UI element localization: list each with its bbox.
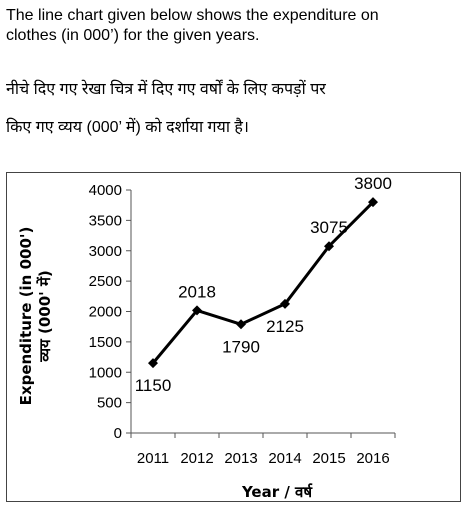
data-point-marker — [368, 197, 378, 208]
y-axis-title-line1: Expenditure (in 000') — [17, 227, 35, 406]
x-tick-label: 2016 — [356, 450, 389, 467]
data-point-marker — [280, 298, 290, 309]
data-label: 2125 — [266, 317, 304, 336]
question-text-english-line2: clothes (in 000’) for the given years. — [6, 27, 260, 44]
data-point-marker — [148, 358, 158, 369]
line-chart: Expenditure (in 000') व्यय (000' में) Ye… — [17, 174, 396, 501]
y-tick-label: 4000 — [89, 182, 122, 199]
y-tick-label: 3000 — [89, 243, 122, 260]
y-tick-label: 2000 — [89, 304, 122, 321]
data-point-marker — [236, 319, 246, 330]
y-tick-label: 1500 — [89, 334, 122, 351]
y-tick-label: 500 — [97, 395, 122, 412]
y-tick-label: 1000 — [89, 364, 122, 381]
x-tick-label: 2014 — [268, 450, 301, 467]
y-tick-label: 0 — [114, 425, 122, 442]
data-label: 2018 — [178, 282, 216, 301]
x-tick-label: 2013 — [224, 450, 257, 467]
question-text-hindi-line2: किए गए व्यय (000’ में) को दर्शाया गया है… — [6, 119, 249, 136]
data-point-marker — [192, 305, 202, 316]
data-label: 3800 — [354, 174, 392, 193]
question-text-hindi-line1: नीचे दिए गए रेखा चित्र में दिए गए वर्षों… — [6, 81, 326, 98]
x-tick-label: 2011 — [137, 450, 169, 467]
data-label: 3075 — [310, 218, 348, 237]
x-tick-label: 2015 — [312, 450, 345, 467]
x-axis-title: Year / वर्ष — [241, 483, 313, 501]
y-tick-label: 2500 — [89, 273, 122, 290]
chart-frame: Expenditure (in 000') व्यय (000' में) Ye… — [6, 172, 461, 502]
series-line — [151, 201, 375, 365]
y-axis-title: Expenditure (in 000') व्यय (000' में) — [17, 227, 54, 406]
data-label: 1150 — [135, 376, 172, 395]
y-tick-label: 3500 — [89, 212, 122, 229]
plot-area: 0 500 1000 1500 2000 2500 3000 3500 4000 2011 2012… — [89, 174, 396, 467]
data-point-marker — [324, 241, 334, 252]
data-label: 1790 — [222, 337, 260, 356]
question-text-english-line1: The line chart given below shows the exp… — [6, 7, 379, 24]
x-tick-label: 2012 — [180, 450, 213, 467]
y-axis-title-line2: व्यय (000' में) — [36, 270, 54, 363]
